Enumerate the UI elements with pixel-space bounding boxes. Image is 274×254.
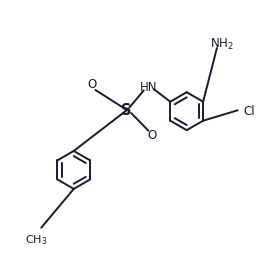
- Text: Cl: Cl: [243, 105, 255, 118]
- Text: S: S: [121, 103, 132, 118]
- Text: CH$_3$: CH$_3$: [25, 233, 48, 247]
- Text: O: O: [88, 78, 97, 91]
- Text: HN: HN: [139, 81, 157, 94]
- Text: O: O: [148, 129, 157, 142]
- Text: NH$_2$: NH$_2$: [210, 37, 233, 52]
